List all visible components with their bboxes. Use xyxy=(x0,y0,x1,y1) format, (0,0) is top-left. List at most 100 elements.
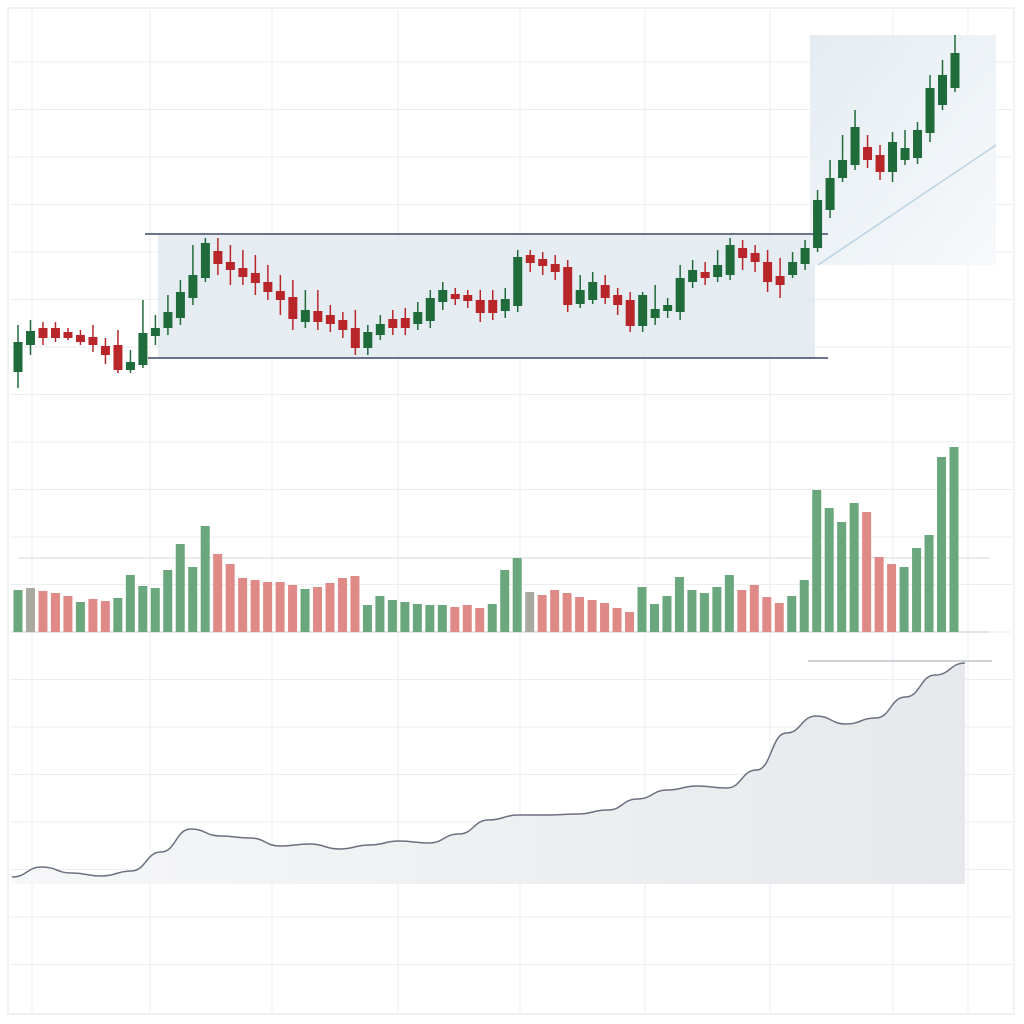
volume-bar xyxy=(213,554,223,632)
candle-body xyxy=(613,295,623,305)
candle-body xyxy=(888,142,898,172)
candle xyxy=(650,285,660,325)
volume-bar xyxy=(75,602,85,632)
volume-bar xyxy=(899,567,909,632)
candle-body xyxy=(13,342,23,372)
candle-body xyxy=(200,243,210,278)
candle xyxy=(900,130,910,165)
candle xyxy=(950,35,960,92)
candle-body xyxy=(663,305,673,311)
volume-bar xyxy=(188,567,198,632)
candle xyxy=(75,330,85,345)
volume-bar xyxy=(263,582,273,632)
candle-body xyxy=(50,328,60,338)
candle xyxy=(113,330,123,373)
candle-body xyxy=(863,147,873,160)
volume-bar xyxy=(325,583,335,632)
candle-body xyxy=(788,262,798,275)
candle-body xyxy=(25,331,35,345)
candle xyxy=(88,325,98,352)
candle-body xyxy=(475,300,485,313)
candle xyxy=(725,238,735,280)
candle xyxy=(238,250,248,285)
candle-body xyxy=(675,278,685,312)
volume-bar xyxy=(862,512,872,632)
candle-body xyxy=(400,318,410,328)
volume-bar xyxy=(88,599,98,632)
candle xyxy=(638,292,648,332)
volume-bar xyxy=(337,578,347,632)
volume-bar xyxy=(649,604,659,632)
volume-bar xyxy=(849,503,859,632)
candle xyxy=(513,250,523,312)
candle-body xyxy=(763,262,773,282)
volume-bar xyxy=(562,593,572,632)
candle-body xyxy=(600,285,610,298)
candle-body xyxy=(513,257,523,306)
candle-body xyxy=(813,200,823,248)
chart-border xyxy=(7,7,1015,1015)
candle xyxy=(913,122,923,164)
candle-body xyxy=(950,53,960,88)
consolidation-range-box xyxy=(158,235,815,358)
candle-body xyxy=(63,332,73,338)
volume-bar xyxy=(912,548,922,632)
candle-body xyxy=(538,259,548,266)
candle xyxy=(25,320,35,355)
volume-bar xyxy=(150,588,160,632)
volume-bar xyxy=(387,600,397,632)
volume-bar xyxy=(300,589,310,632)
candle xyxy=(138,300,148,368)
candle xyxy=(750,245,760,272)
candle xyxy=(763,250,773,292)
volume-bar xyxy=(288,585,298,632)
volume-bar xyxy=(350,576,360,632)
candle-body xyxy=(875,155,885,172)
volume-bar xyxy=(487,604,497,632)
candle xyxy=(388,310,398,335)
candle xyxy=(125,350,135,373)
candle xyxy=(788,252,798,278)
volume-bar xyxy=(625,612,635,632)
candle xyxy=(363,325,373,355)
candle xyxy=(63,328,73,340)
volume-bar xyxy=(575,597,585,632)
candle xyxy=(250,255,260,295)
candle xyxy=(525,250,535,272)
candle-body xyxy=(263,282,273,292)
candle-body xyxy=(775,276,785,285)
candle xyxy=(813,190,823,252)
area-series xyxy=(11,660,992,884)
candle xyxy=(375,315,385,340)
candle-body xyxy=(700,272,710,278)
candle xyxy=(800,240,810,270)
candle-body xyxy=(800,248,810,264)
candle-body xyxy=(725,245,735,275)
candle-body xyxy=(575,290,585,304)
volume-bar xyxy=(163,570,173,632)
candle xyxy=(738,240,748,270)
volume-bar xyxy=(887,564,897,632)
candle xyxy=(488,290,498,320)
volume-bar xyxy=(525,592,535,632)
candle-body xyxy=(438,290,448,302)
candle-body xyxy=(175,292,185,318)
candle-body xyxy=(850,127,860,165)
candle xyxy=(400,308,410,335)
volume-bar xyxy=(874,557,884,632)
area-fill xyxy=(12,663,965,884)
candle xyxy=(700,262,710,285)
candle-body xyxy=(388,319,398,328)
volume-bar xyxy=(200,526,210,632)
volume-bar xyxy=(400,602,410,632)
candle xyxy=(563,260,573,312)
candle xyxy=(888,132,898,182)
candle xyxy=(675,265,685,320)
candle xyxy=(550,255,560,280)
candle xyxy=(588,272,598,304)
candle xyxy=(50,322,60,342)
candle xyxy=(538,252,548,275)
volume-bar xyxy=(799,580,809,632)
volume-bar xyxy=(500,570,510,632)
